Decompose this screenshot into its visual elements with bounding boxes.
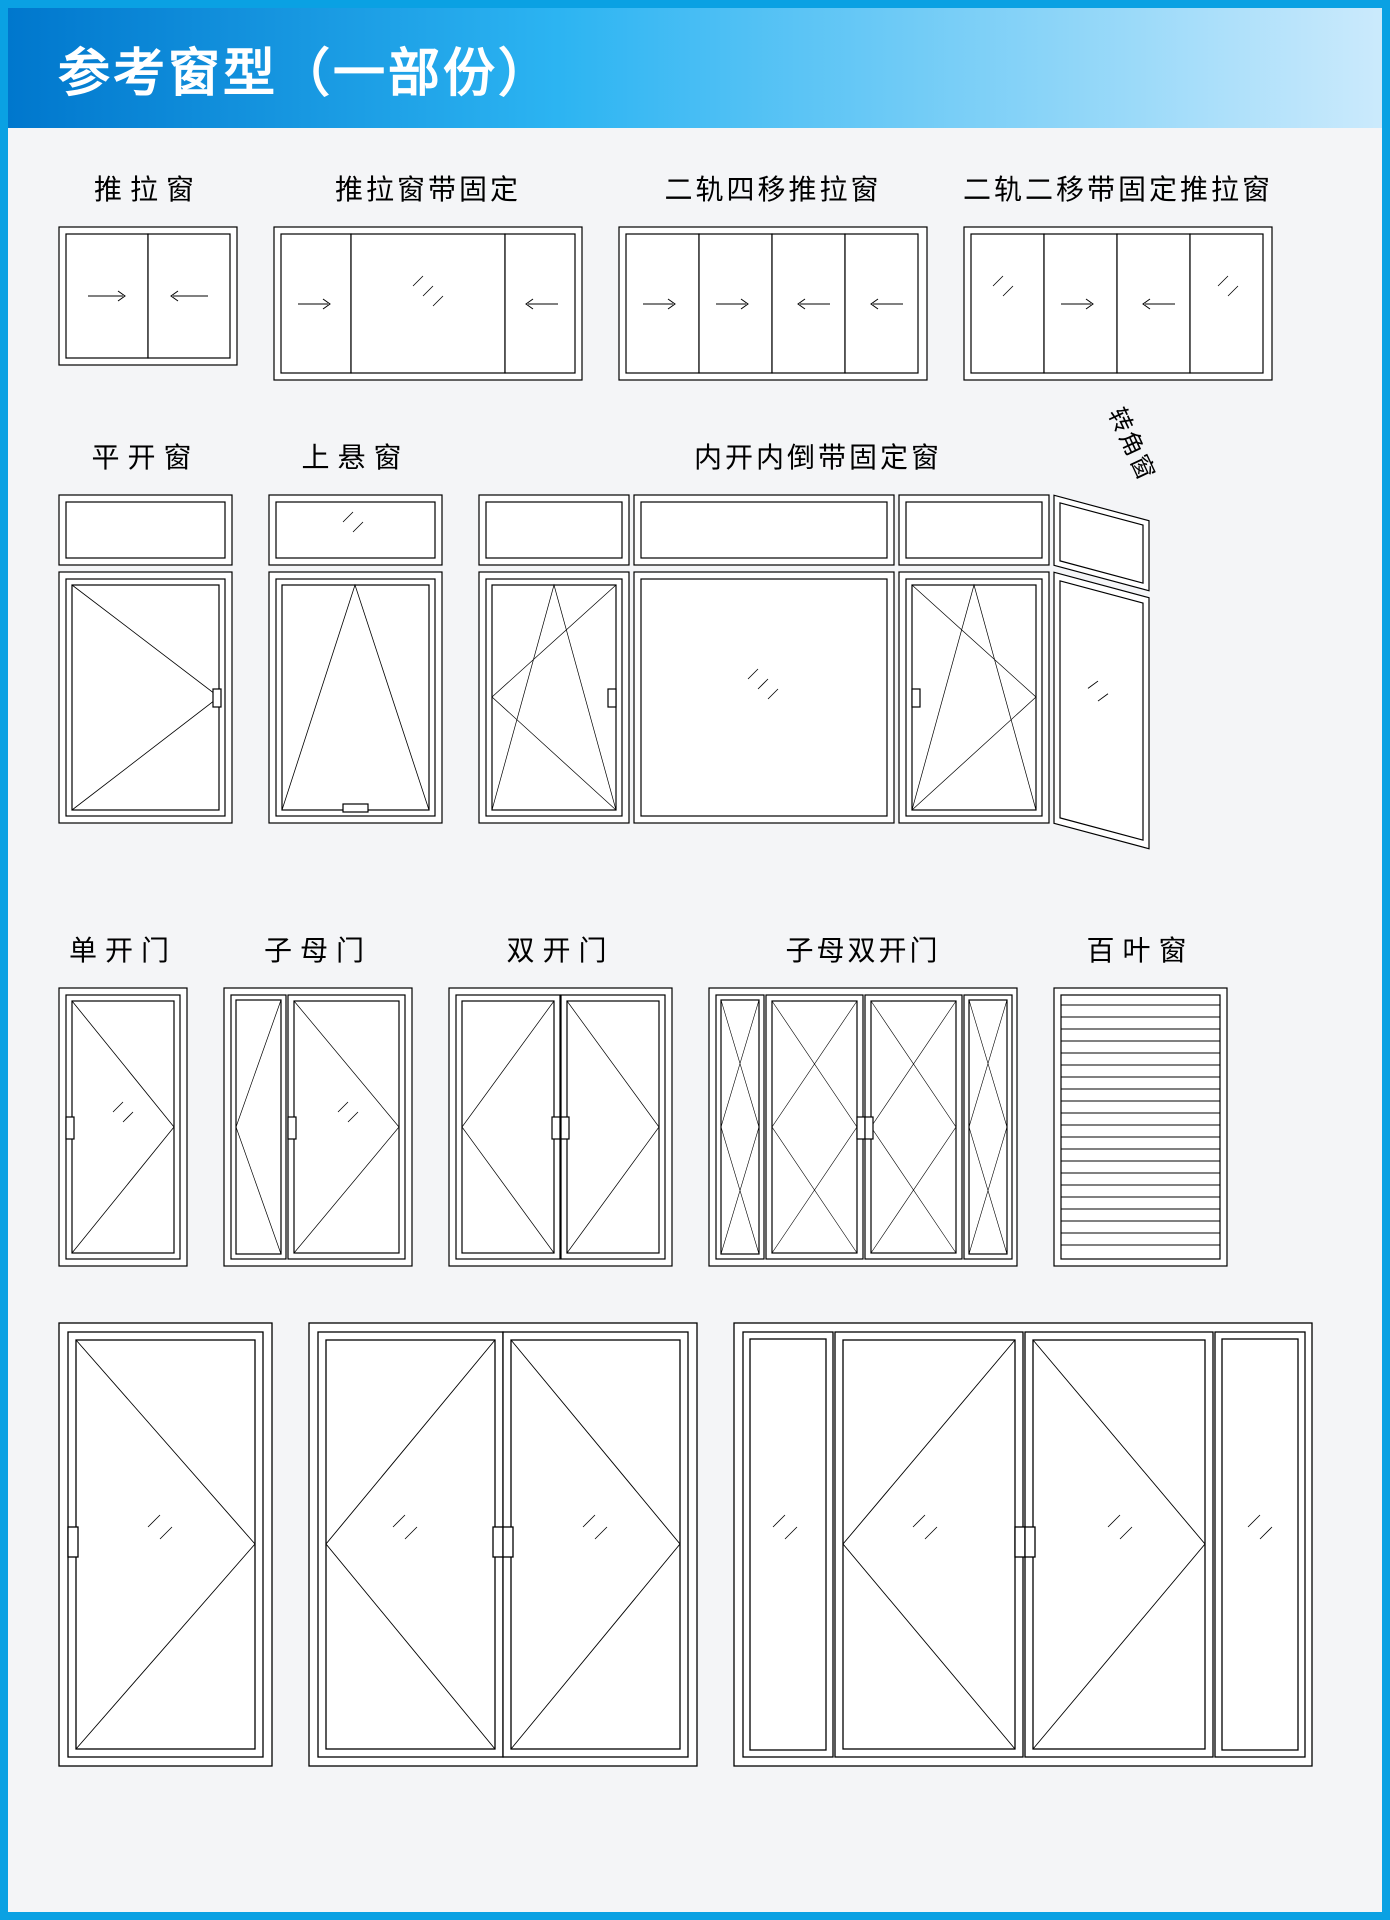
label-3-1: 子母门 <box>264 929 372 969</box>
diagram-sliding-2 <box>58 226 238 366</box>
label-3-0: 单开门 <box>69 929 177 969</box>
window-sliding-2fixed: 二轨二移带固定推拉窗 <box>963 168 1273 381</box>
door-single: 单开门 <box>58 929 188 1267</box>
label-3-4: 百叶窗 <box>1086 929 1194 969</box>
diagram-tilt-turn <box>478 494 1158 874</box>
diagram-door-double <box>448 987 673 1267</box>
header-bar: 参考窗型（一部份） <box>8 8 1382 128</box>
label-2-1: 上悬窗 <box>301 436 409 476</box>
window-louver: 百叶窗 <box>1053 929 1228 1267</box>
diagram-frame: 参考窗型（一部份） 推拉窗 推拉窗带固定 <box>0 0 1390 1920</box>
diagram-casement <box>58 494 233 824</box>
diagram-sliding-4 <box>618 226 928 381</box>
diagram-large-double <box>308 1322 698 1767</box>
window-sliding-2: 推拉窗 <box>58 168 238 381</box>
diagram-sliding-2fixed <box>963 226 1273 381</box>
label-1-3: 二轨二移带固定推拉窗 <box>963 168 1273 208</box>
content-area: 推拉窗 推拉窗带固定 <box>8 128 1382 1862</box>
door-double: 双开门 <box>448 929 673 1267</box>
door-mother-son-double: 子母双开门 <box>708 929 1018 1267</box>
window-sliding-4: 二轨四移推拉窗 <box>618 168 928 381</box>
window-sliding-fixed: 推拉窗带固定 <box>273 168 583 381</box>
door-mother-son: 子母门 <box>223 929 413 1267</box>
label-2-2: 内开内倒带固定窗 <box>694 436 942 476</box>
row-4-large-doors <box>58 1322 1332 1767</box>
label-3-2: 双开门 <box>506 929 614 969</box>
row-1-sliding: 推拉窗 推拉窗带固定 <box>58 168 1332 381</box>
row-2-casement: 平开窗 上悬窗 <box>58 436 1332 874</box>
diagram-awning <box>268 494 443 824</box>
large-door-double <box>308 1322 698 1767</box>
window-tilt-turn-fixed: 内开内倒带固定窗 <box>478 436 1158 874</box>
diagram-door-single <box>58 987 188 1267</box>
label-1-2: 二轨四移推拉窗 <box>664 168 881 208</box>
window-awning: 上悬窗 <box>268 436 443 874</box>
label-2-0: 平开窗 <box>91 436 199 476</box>
diagram-large-single <box>58 1322 273 1767</box>
diagram-door-mother-son <box>223 987 413 1267</box>
label-1-1: 推拉窗带固定 <box>335 168 521 208</box>
diagram-sliding-fixed <box>273 226 583 381</box>
label-3-3: 子母双开门 <box>785 929 940 969</box>
window-casement: 平开窗 <box>58 436 233 874</box>
corner-label: 转角窗 <box>1102 401 1167 486</box>
row-3-doors: 单开门 子母门 <box>58 929 1332 1267</box>
label-1-0: 推拉窗 <box>94 168 202 208</box>
diagram-large-4panel <box>733 1322 1313 1767</box>
large-door-4panel <box>733 1322 1313 1767</box>
diagram-door-ms-double <box>708 987 1018 1267</box>
large-door-single <box>58 1322 273 1767</box>
page-title: 参考窗型（一部份） <box>58 31 553 106</box>
diagram-louver <box>1053 987 1228 1267</box>
